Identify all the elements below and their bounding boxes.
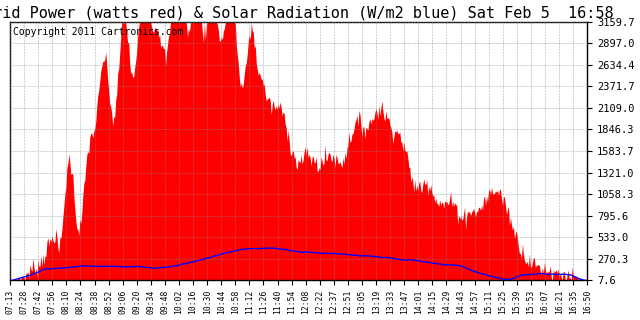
Text: Copyright 2011 Cartronics.com: Copyright 2011 Cartronics.com xyxy=(13,27,183,37)
Title: Grid Power (watts red) & Solar Radiation (W/m2 blue) Sat Feb 5  16:58: Grid Power (watts red) & Solar Radiation… xyxy=(0,5,614,20)
